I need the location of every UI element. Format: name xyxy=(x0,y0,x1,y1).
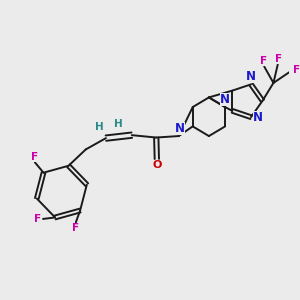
Text: F: F xyxy=(260,56,267,66)
Text: N: N xyxy=(253,111,263,124)
Text: F: F xyxy=(31,152,38,162)
Text: H: H xyxy=(95,122,104,132)
Text: N: N xyxy=(175,122,184,135)
Text: O: O xyxy=(152,160,161,170)
Text: N: N xyxy=(246,70,256,83)
Text: F: F xyxy=(72,224,80,233)
Text: F: F xyxy=(275,53,282,64)
Text: N: N xyxy=(220,93,230,106)
Text: H: H xyxy=(115,119,123,130)
Text: F: F xyxy=(293,65,300,75)
Text: F: F xyxy=(34,214,41,224)
